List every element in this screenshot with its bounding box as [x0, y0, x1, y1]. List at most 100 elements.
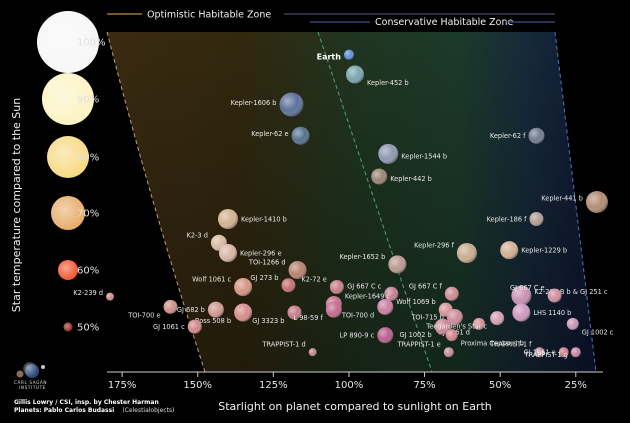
planet-shade-gj-667-c-c	[384, 286, 399, 301]
star-scale-label-90: 90%	[77, 95, 99, 106]
x-tick-label-150: 150%	[183, 380, 212, 391]
planet-label-kepler-452-b: Kepler-452 b	[367, 79, 409, 87]
planet-label-gj-1002-b: GJ 1002 b	[399, 331, 431, 339]
planet-shade-lhs-1140-b	[512, 303, 531, 322]
planet-kepler-1410-b: Kepler-1410 b	[217, 209, 287, 229]
logo-planet-small	[16, 370, 24, 378]
legend: Optimistic Habitable Zone Conservative H…	[107, 10, 555, 28]
planet-shade-gj-682-b	[207, 301, 224, 318]
planet-shade-kepler-62-f	[528, 127, 545, 144]
planet-shade-gj-273-b	[281, 278, 296, 293]
x-tick-label-50: 50%	[489, 380, 511, 391]
planet-gj-667-c-e: GJ 667 C e	[510, 284, 562, 303]
planet-label-lp-890-9-c: LP 890-9 c	[340, 332, 375, 340]
planet-shade-ross-508-b	[234, 303, 253, 322]
planet-label-kepler-1606-b: Kepler-1606 b	[231, 99, 277, 107]
planet-shade-kepler-1606-b	[279, 92, 304, 117]
planet-trappist-1-g: TRAPPIST-1 g	[524, 347, 581, 359]
planet-label-trappist-1-f: TRAPPIST-1 f	[489, 341, 532, 349]
planet-shade-kepler-62-e	[291, 126, 310, 145]
star-scale-glow-50	[63, 322, 73, 332]
planet-gj-1002-b: GJ 1002 b	[399, 318, 451, 339]
planet-label-gj-682-b: GJ 682 b	[177, 306, 205, 314]
x-tick-label-75: 75%	[413, 380, 435, 391]
planet-shade-kepler-1229-b	[500, 241, 519, 260]
planet-kepler-441-b: Kepler-441 b	[541, 191, 608, 213]
planet-label-trappist-1-d: TRAPPIST-1 d	[261, 341, 305, 349]
planet-gj-1061-c: GJ 1061 c	[153, 319, 202, 334]
star-temperature-scale: 100% 90% 80% 70% 60% 50%	[37, 11, 106, 334]
planet-label-kepler-1649-c: Kepler-1649 c	[345, 293, 391, 301]
star-scale-glow-80	[47, 136, 89, 178]
planet-shade-kepler-296-e	[218, 244, 237, 262]
legend-optimistic-label: Optimistic Habitable Zone	[147, 10, 271, 21]
planet-label-toi-700-e: TOI-700 e	[127, 311, 160, 319]
planet-label-gj-667-c-c: GJ 667 C c	[347, 282, 382, 290]
planet-label-k2-72-e: K2-72 e	[301, 276, 326, 284]
logo-planet-tiny	[41, 365, 45, 369]
planet-label-kepler-1652-b: Kepler-1652 b	[339, 253, 385, 261]
credit-line-2-bold: Planets: Pablo Carlos Budassi	[14, 407, 114, 414]
planet-shade-gj-1061-e	[558, 347, 569, 358]
planet-label-k2-288-b-b-gj-251-c: K2-288 B b & GJ 251 c	[534, 288, 608, 296]
planet-label-l-98-59-f: L 98-59 f	[293, 314, 323, 322]
planet-shade-kepler-1652-b	[388, 255, 407, 274]
planet-label-earth: Earth	[317, 53, 342, 62]
x-axis-ticks: 175% 150% 125% 100% 75% 50% 25%	[108, 372, 587, 391]
planet-shade-gj-667-c-f	[444, 286, 459, 301]
planet-shade-l-98-59-f	[325, 301, 342, 318]
star-scale-glow-90	[42, 73, 94, 125]
planet-label-kepler-62-e: Kepler-62 e	[251, 130, 288, 138]
planet-label-gj-3323-b: GJ 3323 b	[252, 317, 284, 325]
planet-lhs-1140-b: LHS 1140 b	[512, 303, 571, 322]
logo-planet-highlight	[23, 362, 37, 376]
carl-sagan-institute-logo: CARL SAGAN INSTITUTE	[14, 362, 47, 390]
planet-shade-trappist-1-f	[534, 347, 545, 358]
planet-toi-700-e: TOI-700 e	[127, 299, 178, 319]
planet-kepler-442-b: Kepler-442 b	[371, 168, 432, 185]
planet-shade-kepler-442-b	[371, 168, 388, 185]
planet-kepler-1544-b: Kepler-1544 b	[378, 143, 447, 164]
planet-label-kepler-442-b: Kepler-442 b	[390, 175, 432, 183]
credit-line-2: Planets: Pablo Carlos Budassi (Celestial…	[14, 397, 174, 416]
planet-proxima-centauri-b: Proxima Centauri b	[445, 329, 524, 348]
planet-toi-700-d: TOI-700 d	[341, 298, 394, 319]
planet-label-trappist-1-e: TRAPPIST-1 e	[397, 341, 441, 349]
planet-teegarden-s-star-c: Teegarden's Star c	[425, 311, 505, 331]
planet-kepler-62-f: Kepler-62 f	[490, 127, 545, 144]
y-axis-title: Star temperature compared to the Sun	[10, 98, 23, 312]
planet-shade-gj-1002-b	[434, 318, 451, 335]
planet-shade-kepler-1544-b	[378, 143, 399, 164]
planet-shade-trappist-1-d	[308, 348, 317, 357]
planet-label-gj-667-c-f: GJ 667 C f	[409, 282, 443, 290]
planet-shade-trappist-1-g	[570, 347, 581, 358]
planet-k2-239-d: K2-239 d	[73, 289, 115, 301]
planet-shade-proxima-centauri-b	[445, 329, 458, 342]
planet-shade-toi-700-e	[163, 299, 178, 314]
legend-conservative-label: Conservative Habitable Zone	[375, 17, 514, 28]
planet-label-gj-1061-e: GJ 1061 e	[524, 349, 556, 357]
planet-gj-667-c-f: GJ 667 C f	[409, 282, 459, 301]
credit-line-1: Gillis Lowry / CSI, insp. by Chester Har…	[14, 399, 159, 406]
planet-shade-k2-239-d	[106, 292, 115, 301]
star-scale-label-70: 70%	[77, 209, 99, 220]
planet-label-trappist-1-g: TRAPPIST-1 g	[524, 351, 568, 359]
planet-kepler-1652-b: Kepler-1652 b	[339, 253, 407, 274]
planet-shade-k2-288-b-b-gj-251-c	[511, 285, 532, 306]
star-scale-label-60: 60%	[77, 266, 99, 277]
planet-shade-gj-1061-c	[187, 319, 202, 334]
optimistic-inner-boundary	[106, 31, 206, 373]
planet-shade-toi-1266-d	[288, 261, 307, 279]
planet-gj-667-c-c: GJ 667 C c	[347, 282, 399, 301]
planet-label-toi-1266-d: TOI-1266 d	[248, 259, 286, 267]
star-scale-glow-70	[51, 196, 85, 230]
planet-label-kepler-1544-b: Kepler-1544 b	[401, 152, 447, 160]
planet-shade-kepler-441-b	[585, 191, 608, 213]
planet-trappist-1-d: TRAPPIST-1 d	[261, 341, 317, 357]
planet-label-gj-1061-c: GJ 1061 c	[153, 323, 185, 331]
planet-shade-k2-72-e	[329, 280, 344, 294]
x-tick-label-100: 100%	[335, 380, 364, 391]
planet-ross-508-b: Ross 508 b	[195, 303, 253, 325]
